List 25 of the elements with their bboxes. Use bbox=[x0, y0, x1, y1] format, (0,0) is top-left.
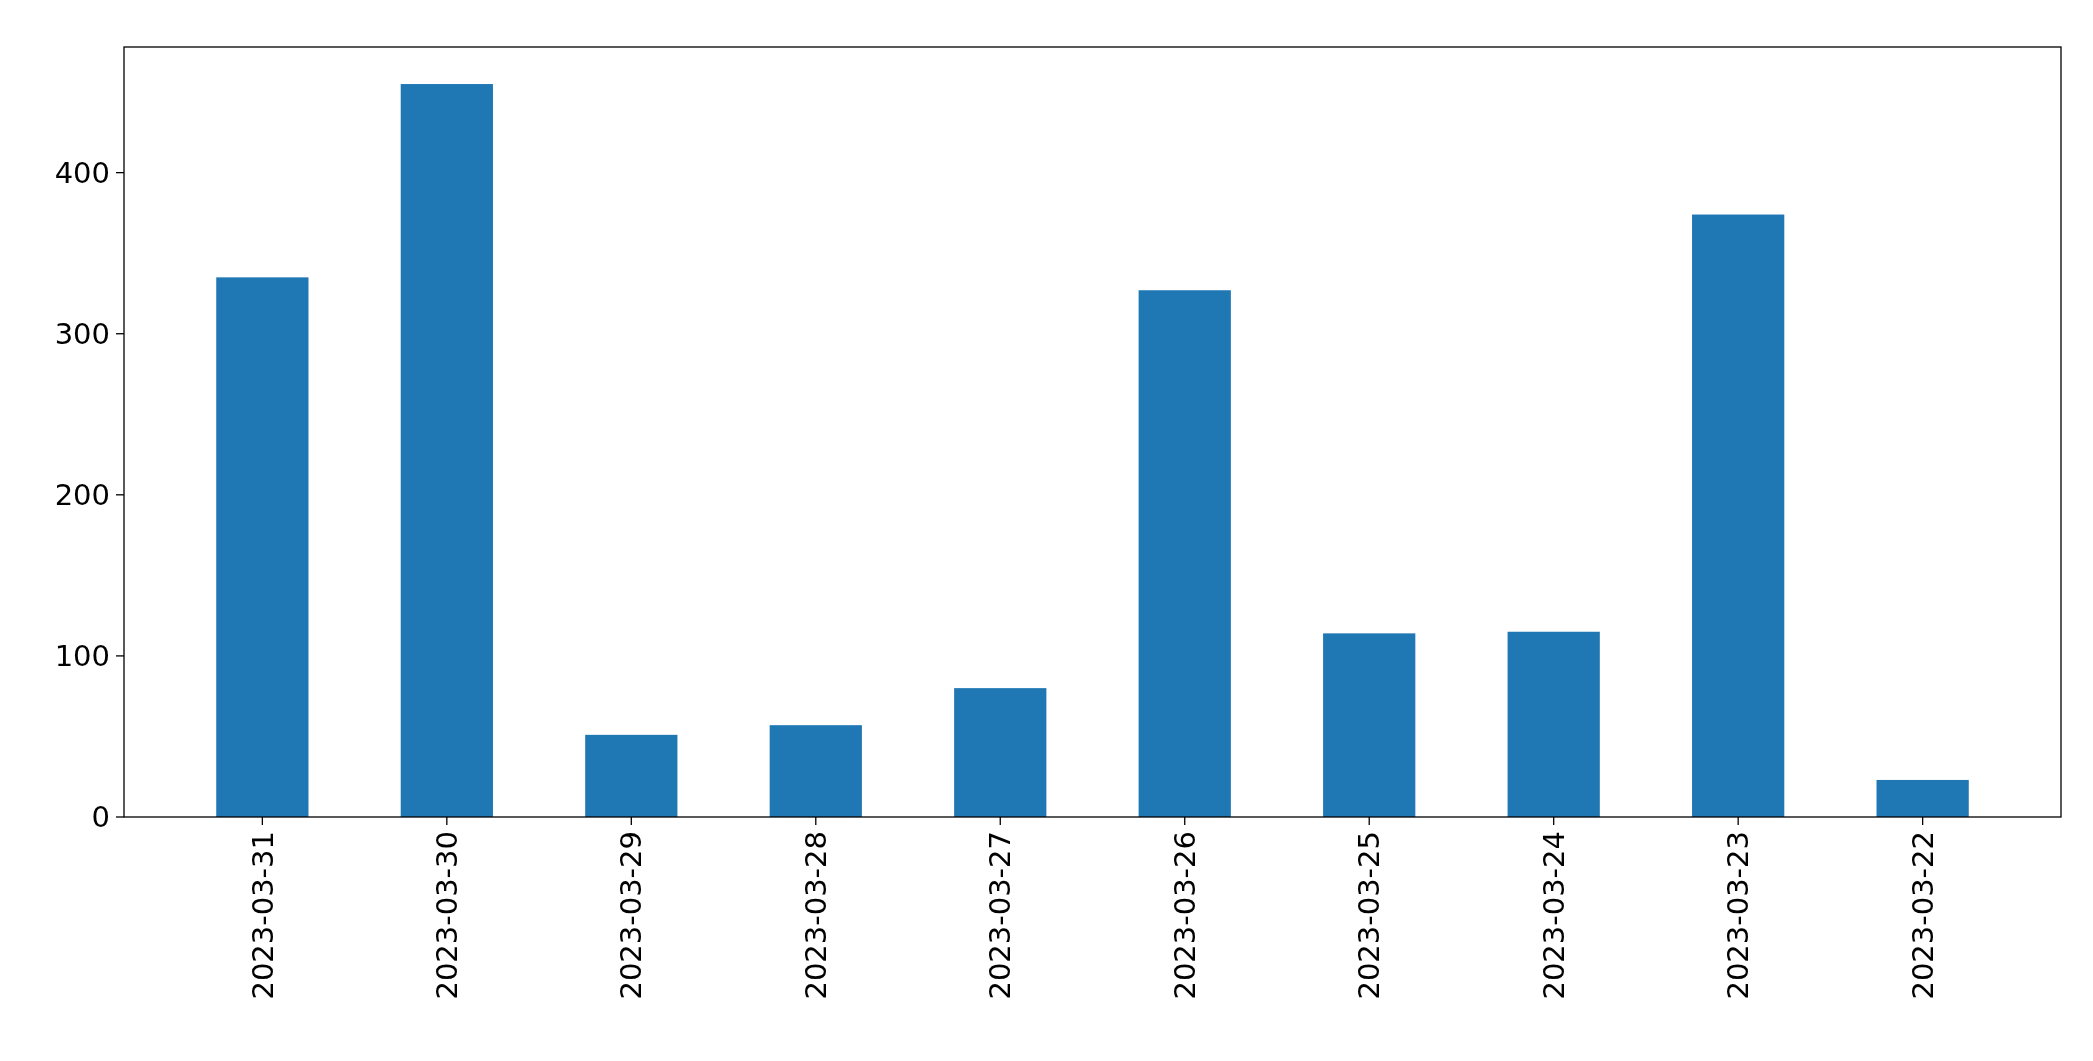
bar bbox=[1507, 631, 1600, 817]
y-tick-label: 200 bbox=[54, 477, 110, 512]
x-tick-label: 2023-03-27 bbox=[983, 831, 1018, 1000]
bar bbox=[400, 84, 493, 817]
bar bbox=[1138, 290, 1231, 817]
x-tick-label: 2023-03-29 bbox=[614, 831, 649, 1000]
x-tick-label: 2023-03-30 bbox=[429, 831, 464, 1000]
bar bbox=[1876, 779, 1969, 817]
y-tick-label: 100 bbox=[54, 639, 110, 674]
bar bbox=[769, 725, 862, 817]
bar bbox=[1323, 633, 1416, 817]
y-tick-label: 0 bbox=[91, 800, 110, 835]
x-tick-label: 2023-03-22 bbox=[1905, 831, 1940, 1000]
x-tick-label: 2023-03-26 bbox=[1167, 831, 1202, 1000]
x-tick-label: 2023-03-28 bbox=[798, 831, 833, 1000]
x-tick-label: 2023-03-24 bbox=[1536, 831, 1571, 1000]
y-tick-label: 300 bbox=[54, 316, 110, 351]
bar bbox=[216, 277, 309, 817]
bar bbox=[954, 688, 1047, 817]
x-tick-label: 2023-03-23 bbox=[1721, 831, 1756, 1000]
bar bbox=[585, 734, 678, 817]
y-tick-label: 400 bbox=[54, 155, 110, 190]
x-tick-label: 2023-03-31 bbox=[245, 831, 280, 1000]
bar bbox=[1692, 214, 1785, 817]
x-tick-label: 2023-03-25 bbox=[1352, 831, 1387, 1000]
